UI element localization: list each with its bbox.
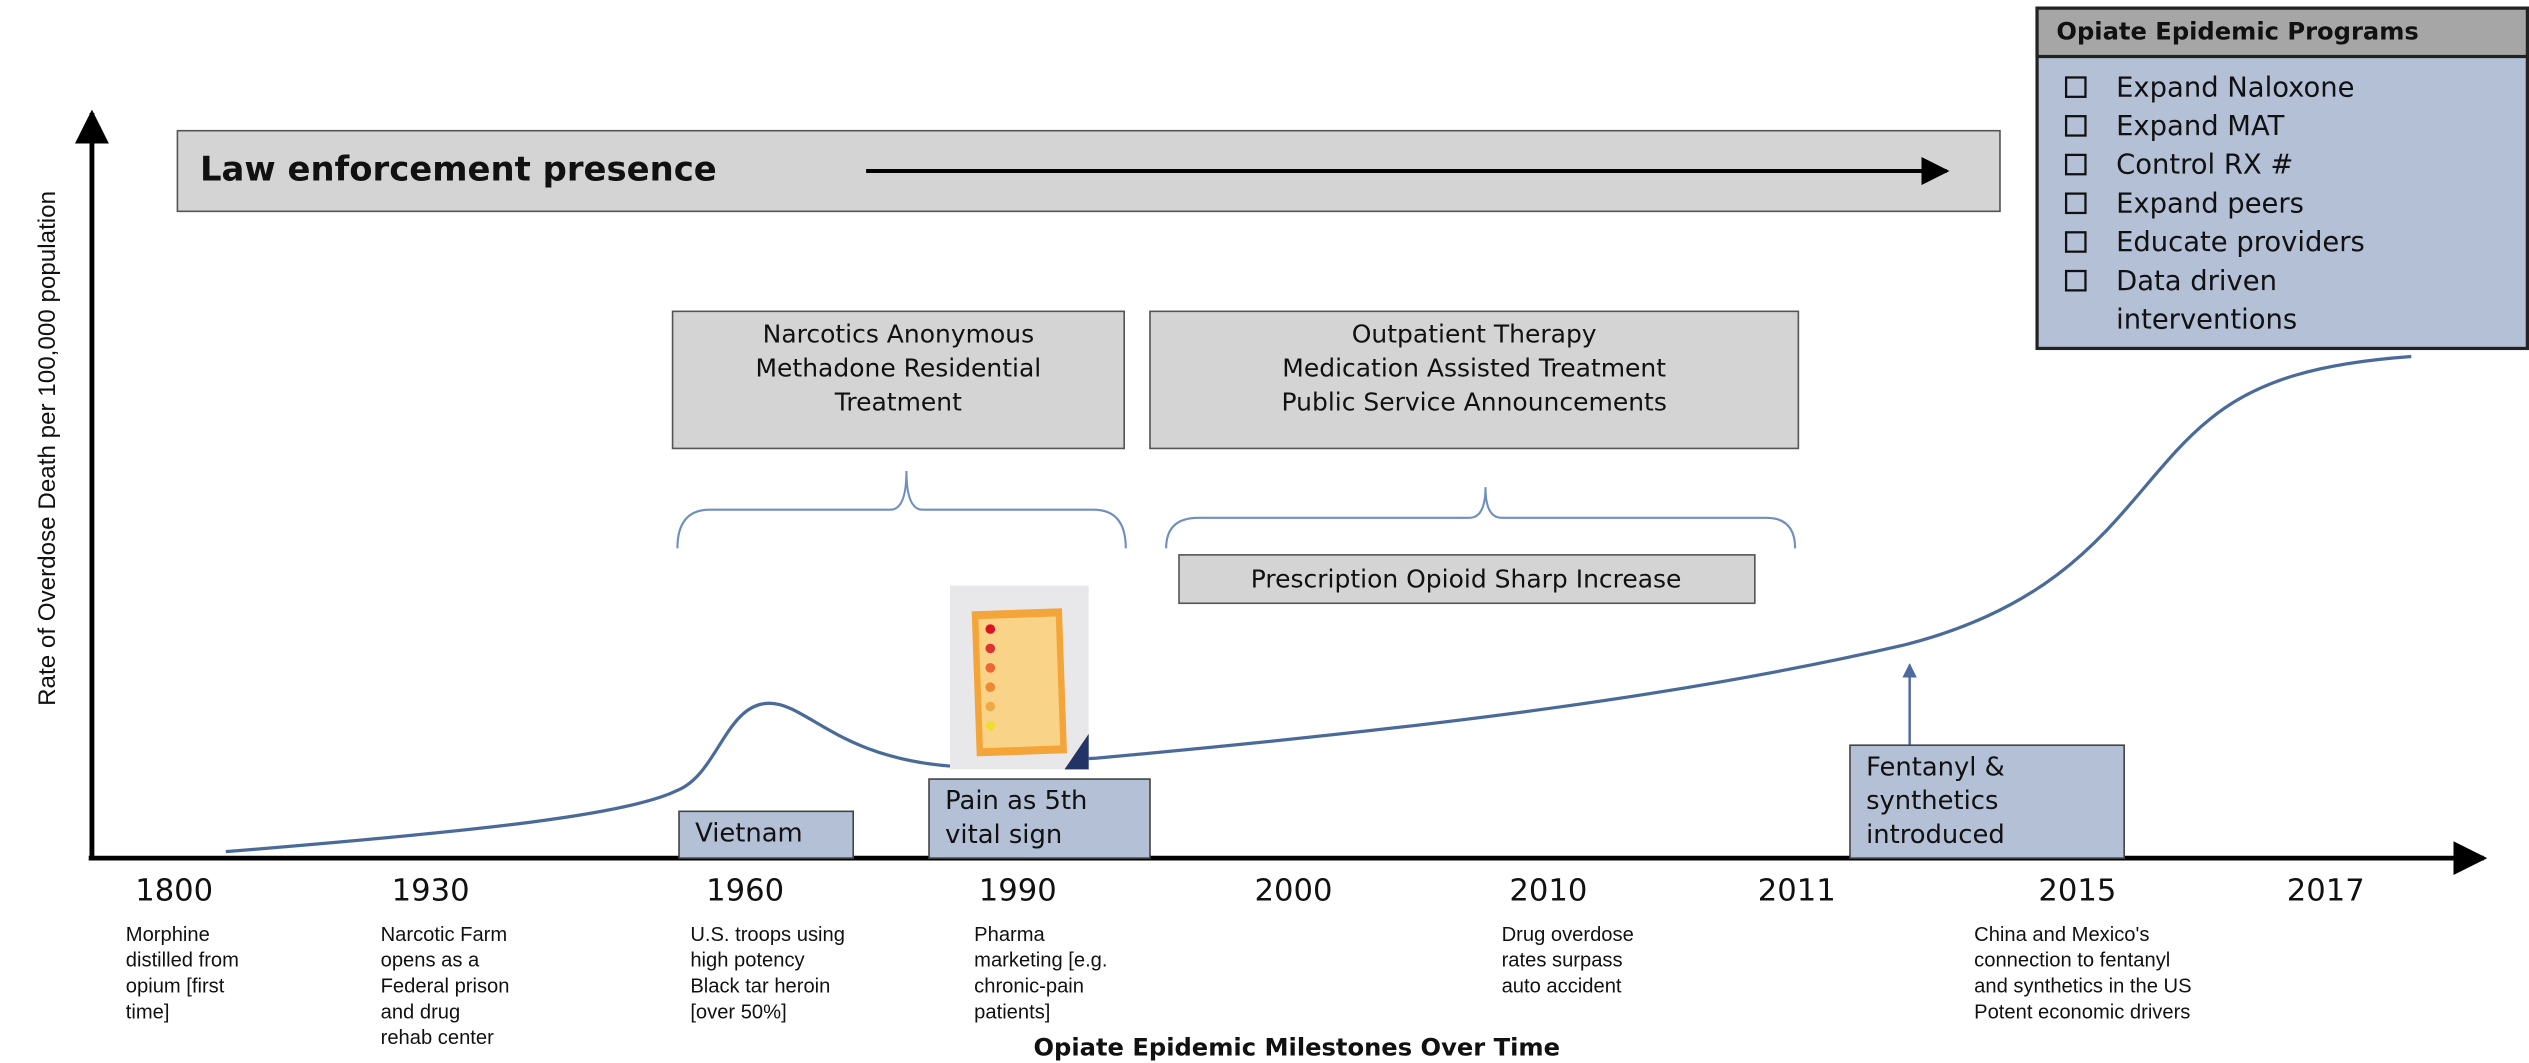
treatment-box (1149, 310, 1800, 450)
milestone-line: China and Mexico's (1974, 924, 2149, 946)
milestone-line: rehab center (381, 1027, 494, 1049)
treatment-line: Outpatient Therapy (1352, 320, 1597, 349)
y-axis-label: Rate of Overdose Death per 100,000 popul… (34, 191, 61, 706)
milestone-line: connection to fentanyl (1974, 950, 2170, 972)
treatment-line: Methadone Residential (755, 353, 1041, 382)
program-item: Expand Naloxone (2116, 72, 2354, 103)
event-line: synthetics (1866, 786, 1998, 816)
law-enforcement-label: Law enforcement presence (200, 150, 717, 189)
milestone-line: auto accident (1502, 975, 1622, 997)
pain-assessment-image (949, 585, 1089, 770)
checkbox (2064, 76, 2087, 98)
milestone-line: Federal prison (381, 975, 510, 997)
program-item: Expand MAT (2116, 111, 2284, 142)
event-line: Vietnam (695, 818, 803, 848)
brace (676, 471, 1127, 549)
event-box (678, 810, 855, 859)
prescription-box (1178, 554, 1756, 605)
milestone-line: Morphine (126, 924, 210, 946)
program-item: Control RX # (2116, 150, 2293, 181)
milestone-line: Pharma (974, 924, 1045, 946)
event-line: Pain as 5th (945, 786, 1087, 816)
milestone-line: Narcotic Farm (381, 924, 508, 946)
checkbox (2064, 231, 2087, 253)
treatment-line: Public Service Announcements (1282, 387, 1667, 416)
brace (1165, 487, 1797, 549)
milestone-line: opium [first (126, 975, 225, 997)
treatment-box (671, 310, 1125, 450)
event-line: introduced (1866, 820, 2005, 850)
programs-panel (2035, 6, 2529, 351)
program-item: Expand peers (2116, 188, 2304, 219)
program-item: Educate providers (2116, 227, 2365, 258)
programs-title: Opiate Epidemic Programs (2056, 17, 2418, 45)
milestone-line: distilled from (126, 950, 239, 972)
milestone-line: and synthetics in the US (1974, 975, 2191, 997)
x-axis-label: Opiate Epidemic Milestones Over Time (1033, 1033, 1560, 1061)
treatment-line: Treatment (834, 387, 962, 416)
overdose-curve (225, 354, 2412, 854)
event-box (928, 778, 1151, 859)
year-label: 2015 (2038, 873, 2116, 908)
program-item: interventions (2116, 305, 2297, 336)
checkbox (2064, 153, 2087, 176)
year-label: 1800 (135, 873, 213, 908)
year-label: 2017 (2287, 873, 2365, 908)
treatment-line: Narcotics Anonymous (763, 320, 1035, 349)
program-item: Data driven (2116, 266, 2277, 297)
event-line: vital sign (945, 820, 1062, 850)
prescription-label: Prescription Opioid Sharp Increase (1251, 565, 1682, 594)
year-label: 2010 (1509, 873, 1587, 908)
milestone-line: marketing [e.g. (974, 950, 1107, 972)
milestone-line: Potent economic drivers (1974, 1001, 2190, 1023)
year-label: 1930 (392, 873, 470, 908)
year-label: 1960 (706, 873, 784, 908)
milestone-line: high potency (690, 950, 805, 972)
milestone-line: chronic-pain (974, 975, 1084, 997)
checkbox (2064, 269, 2087, 292)
year-label: 2011 (1758, 873, 1836, 908)
milestone-line: time] (126, 1001, 170, 1023)
year-label: 1990 (979, 873, 1057, 908)
milestone-line: Black tar heroin (690, 975, 830, 997)
milestone-line: Drug overdose (1502, 924, 1634, 946)
milestone-line: U.S. troops using (690, 924, 845, 946)
milestone-line: and drug (381, 1001, 461, 1023)
milestone-line: patients] (974, 1001, 1050, 1023)
milestone-line: rates surpass (1502, 950, 1623, 972)
year-label: 2000 (1255, 873, 1333, 908)
milestone-line: [over 50%] (690, 1001, 786, 1023)
checkbox (2064, 115, 2087, 137)
event-line: Fentanyl & (1866, 752, 2005, 782)
treatment-line: Medication Assisted Treatment (1282, 353, 1666, 382)
event-box (1849, 744, 2125, 859)
checkbox (2064, 192, 2087, 215)
milestone-line: opens as a (381, 950, 480, 972)
programs-header (2035, 6, 2529, 59)
